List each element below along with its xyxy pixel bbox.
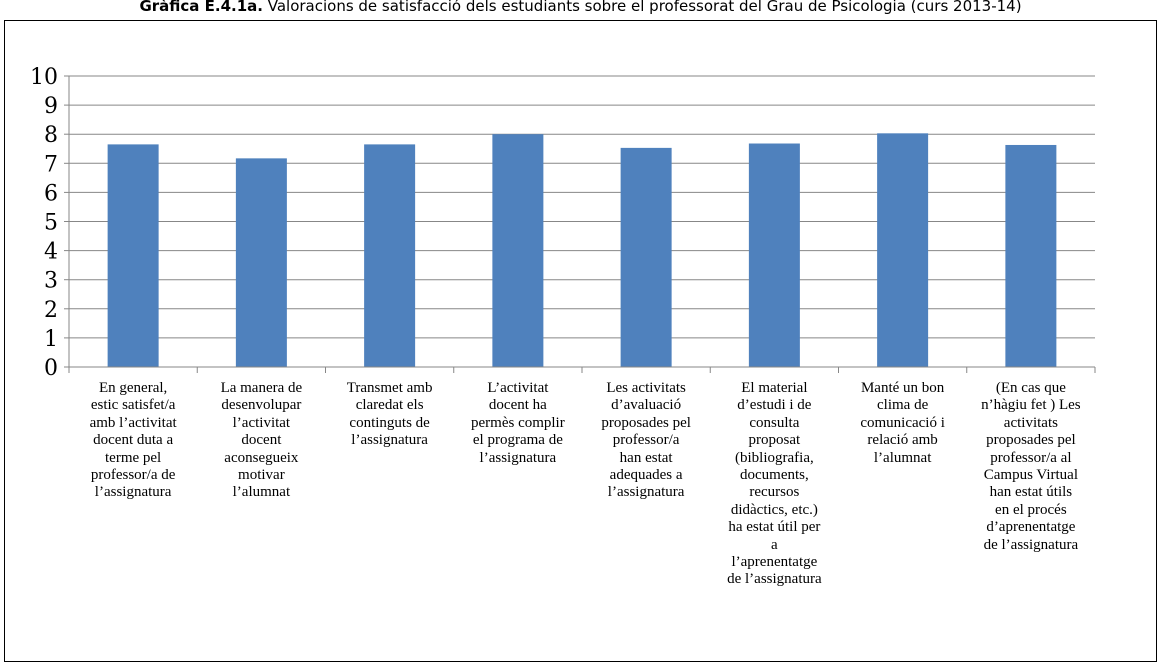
x-tick-label-line: recursos xyxy=(749,484,800,501)
x-tick-label-line: L’activitat xyxy=(487,380,549,396)
x-tick-label-line: comunicació i xyxy=(860,414,945,431)
x-tick-label-line: didàctics, etc.) xyxy=(730,501,818,518)
x-tick-label-line: docent xyxy=(241,432,282,449)
x-tick-label-line: desenvolupar xyxy=(221,397,302,414)
y-tick-label: 7 xyxy=(44,152,58,177)
chart-caption: Gràfica E.4.1a. Valoracions de satisfacc… xyxy=(0,0,1161,18)
x-tick-label-line: l’aprenentatge xyxy=(731,554,818,571)
x-tick-label-line: (bibliografia, xyxy=(735,449,814,466)
bar xyxy=(492,134,544,367)
x-tick-label-line: adequades a xyxy=(609,467,683,484)
y-tick-label: 3 xyxy=(44,269,58,294)
bar xyxy=(235,158,287,367)
x-tick-label-line: docent ha xyxy=(488,397,547,414)
x-tick-label: La manera de desenvolupar l’activitat docen… xyxy=(200,380,322,502)
x-tick-label-line: motivar xyxy=(238,467,285,484)
x-tick-label-line: Manté un bon xyxy=(860,380,945,396)
x-tick-label-line: proposades pel xyxy=(601,414,691,431)
x-tick-label-line: amb l’activitat xyxy=(89,414,177,431)
bar xyxy=(620,147,672,367)
x-tick-label-line: l’alumnat xyxy=(232,484,291,501)
chart-frame xyxy=(4,20,1157,662)
x-tick-label-line: han estat útils xyxy=(989,484,1073,501)
x-tick-label-line: claredat els xyxy=(355,397,424,414)
bar xyxy=(364,144,416,367)
x-tick-label-line: Les activitats xyxy=(606,380,686,396)
y-tick-labels: 0 1 2 3 4 5 6 7 8 9 10 xyxy=(30,65,58,381)
x-tick-label-line: permès complir xyxy=(471,414,565,431)
y-tick-label: 8 xyxy=(44,123,58,148)
x-tick-label-line: estic satisfet/a xyxy=(90,397,176,414)
x-tick-label-line: d’avaluació xyxy=(611,397,682,414)
bar xyxy=(748,143,800,367)
x-tick-label-line: l’assignatura xyxy=(479,449,557,466)
y-tick-label: 10 xyxy=(30,65,58,90)
x-tick-label-line: documents, xyxy=(740,467,809,484)
x-tick-label-line: d’estudi i de xyxy=(737,397,812,414)
bar xyxy=(1005,144,1057,367)
x-tick-label-line: clima de xyxy=(877,397,929,414)
y-tick-label: 4 xyxy=(44,240,58,265)
x-tick-label: Manté un bon clima de comunicació i relació… xyxy=(842,380,964,467)
x-tick-label-line: Transmet amb xyxy=(346,380,433,396)
x-tick-label-line: proposades pel xyxy=(986,432,1076,449)
x-tick-label-line: En general, xyxy=(98,380,168,396)
y-tick-label: 9 xyxy=(44,94,58,119)
x-tick-label-line: consulta xyxy=(749,414,800,431)
x-tick-label-line: proposat xyxy=(748,432,801,449)
x-tick-label-line: ha estat útil per xyxy=(728,519,821,536)
x-tick-label-line: l’assignatura xyxy=(351,432,428,449)
x-tick-label: L’activitat docent ha permès complir el pro… xyxy=(457,380,579,467)
y-tick-label: 1 xyxy=(44,327,58,352)
y-tick-label: 5 xyxy=(44,211,58,236)
x-tick-label-line: terme pel xyxy=(105,449,162,466)
x-tick-label-line: d’aprenentatge xyxy=(986,519,1076,536)
x-tick-label: Les activitats d’avaluació proposades pel p… xyxy=(585,380,707,502)
x-tick-label-line: continguts de xyxy=(349,414,430,431)
x-tick-label-line: l’activitat xyxy=(232,414,291,431)
x-tick-label-line: relació amb xyxy=(867,432,938,449)
x-tick-label-line: de l’assignatura xyxy=(727,571,822,588)
y-tick-label: 6 xyxy=(44,181,58,206)
x-tick-label-line: l’assignatura xyxy=(607,484,685,501)
bar xyxy=(107,144,159,367)
x-tick-label-line: La manera de xyxy=(220,380,303,396)
y-tick-label: 0 xyxy=(44,356,58,381)
x-tick-label-line: aconsegueix xyxy=(224,449,299,466)
x-tick-label: Transmet amb claredat els continguts de l’a… xyxy=(329,380,451,450)
x-tick-label-line: de l’assignatura xyxy=(983,536,1079,553)
x-tick-label-line: han estat xyxy=(619,449,673,466)
gridlines xyxy=(69,75,1095,339)
x-tick-label-line: professor/a al xyxy=(990,449,1072,466)
x-tick-label-line: docent duta a xyxy=(93,432,174,449)
x-tick-label: En general, estic satisfet/a amb l’activit… xyxy=(72,380,194,502)
x-tick-label-line: professor/a xyxy=(612,432,680,449)
x-tick-label-line: en el procés xyxy=(995,501,1067,518)
x-tick-label: El material d’estudi i de consulta proposat… xyxy=(713,380,835,589)
x-tick-label-line: professor/a de xyxy=(90,467,176,484)
x-tick-label-line: l’assignatura xyxy=(94,484,172,501)
axes xyxy=(64,75,1096,373)
bar xyxy=(877,133,929,367)
bars xyxy=(107,133,1057,367)
x-tick-label-line: Campus Virtual xyxy=(983,467,1078,484)
caption-text: Valoracions de satisfacció dels estudian… xyxy=(262,0,1022,15)
x-tick-label-line: (En cas que xyxy=(995,380,1066,396)
x-tick-label-line: n’hàgiu fet ) Les xyxy=(981,397,1081,414)
x-tick-label-line: activitats xyxy=(1003,414,1058,431)
x-tick-label-line: a xyxy=(771,536,778,553)
caption-prefix: Gràfica E.4.1a. xyxy=(139,0,263,15)
x-tick-label: (En cas que n’hàgiu fet ) Les activitats pr… xyxy=(970,380,1092,554)
y-tick-label: 2 xyxy=(44,298,58,323)
x-tick-label-line: l’alumnat xyxy=(873,449,932,466)
x-tick-label-line: el programa de xyxy=(472,432,563,449)
x-tick-label-line: El material xyxy=(741,380,808,396)
